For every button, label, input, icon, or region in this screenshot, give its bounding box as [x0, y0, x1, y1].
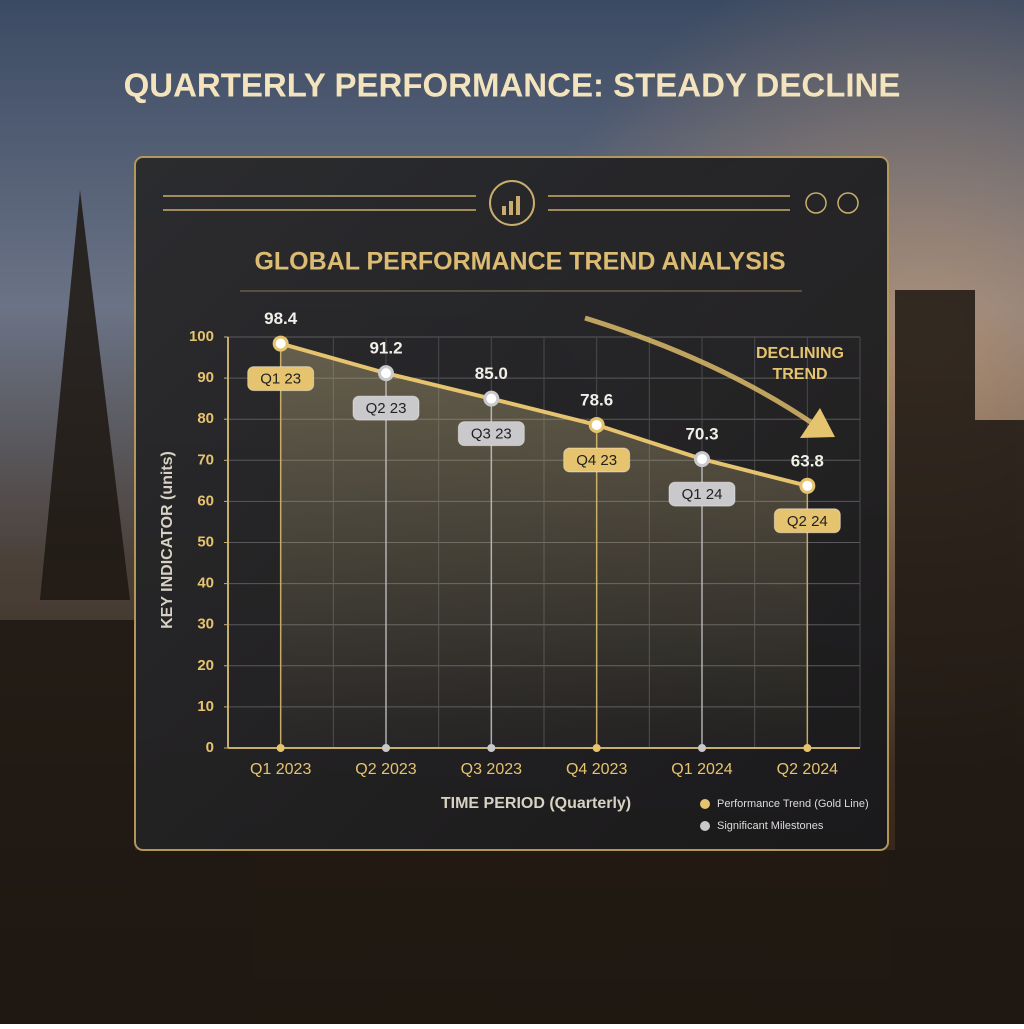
header-icon — [489, 180, 535, 226]
point-tag-label: Q1 24 — [682, 486, 723, 503]
y-tick-label: 60 — [197, 492, 214, 509]
y-tick-label: 20 — [197, 657, 214, 674]
y-tick-label: 30 — [197, 616, 214, 633]
point-tag — [352, 395, 420, 421]
y-tick-label: 80 — [197, 410, 214, 427]
page-title: QUARTERLY PERFORMANCE: STEADY DECLINE — [124, 67, 901, 104]
legend-swatch — [700, 821, 710, 831]
y-tick-label: 100 — [189, 328, 214, 345]
legend-swatch — [700, 799, 710, 809]
point-tag — [457, 421, 525, 447]
point-tag-label: Q2 24 — [787, 513, 828, 530]
annotation-arrow — [584, 315, 817, 428]
axis-dot — [698, 744, 706, 752]
x-tick-label: Q4 2023 — [566, 761, 627, 778]
value-label: 98.4 — [264, 309, 298, 328]
value-label: 91.2 — [369, 339, 402, 358]
y-axis-label: KEY INDICATOR (units) — [159, 451, 176, 629]
point-tag — [563, 447, 631, 473]
y-tick-label: 90 — [197, 369, 214, 386]
badge-icon — [805, 192, 827, 214]
y-tick-label: 0 — [206, 739, 214, 756]
header-rules — [163, 195, 802, 292]
axis-dot — [592, 744, 601, 752]
annotation: DECLINING TREND — [756, 345, 844, 383]
x-tick-label: Q2 2023 — [355, 761, 416, 778]
chart-title: GLOBAL PERFORMANCE TREND ANALYSIS — [254, 248, 785, 276]
point — [483, 390, 500, 407]
y-tick-label: 50 — [197, 533, 214, 550]
axis-dot — [276, 744, 285, 752]
point — [378, 365, 394, 382]
point-tag-label: Q2 23 — [366, 400, 407, 417]
x-tick-label: Q3 2023 — [461, 761, 522, 778]
x-tick-label: Q2 2024 — [777, 761, 838, 778]
annotation-arrowhead — [800, 408, 835, 438]
point-tag — [773, 508, 841, 534]
x-tick-label: Q1 2023 — [250, 761, 311, 778]
header-icon-bars — [502, 196, 520, 215]
point — [272, 335, 289, 352]
x-axis-label: TIME PERIOD (Quarterly) — [441, 795, 631, 812]
value-label: 63.8 — [791, 451, 824, 470]
point-tag — [247, 366, 315, 392]
value-label: 70.3 — [685, 425, 718, 444]
x-tick-label: Q1 2024 — [671, 761, 732, 778]
axis-dot — [382, 744, 390, 752]
point — [799, 477, 816, 494]
y-tick-label: 10 — [197, 698, 214, 715]
value-label: 78.6 — [580, 390, 613, 409]
legend-label: Performance Trend (Gold Line) — [717, 798, 869, 810]
trend-line — [280, 341, 808, 488]
point-tag-label: Q1 23 — [260, 371, 301, 388]
area — [280, 343, 808, 748]
point — [694, 451, 710, 468]
axis-dot — [803, 744, 812, 752]
axis-dot — [487, 744, 496, 752]
point-tag-label: Q4 23 — [576, 452, 617, 469]
y-tick-label: 40 — [197, 575, 214, 592]
city-silhouette — [0, 190, 1024, 1024]
point-tag — [668, 481, 736, 507]
y-tick-label: 70 — [197, 451, 214, 468]
badge-icon — [837, 192, 859, 214]
value-label: 85.0 — [475, 364, 508, 383]
point-tag-label: Q3 23 — [471, 426, 512, 443]
point — [588, 416, 605, 433]
legend-label: Significant Milestones — [717, 820, 824, 832]
plot: 0 10 20 30 40 50 60 70 80 90 100 Q1 2023 Q2 2023 Q3 2… — [189, 309, 869, 832]
